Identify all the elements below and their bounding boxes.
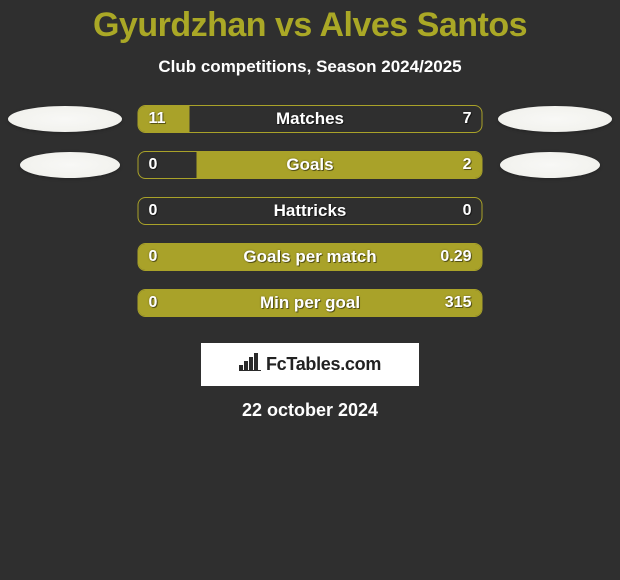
stat-rows: Matches117Goals02Hattricks00Goals per ma… — [0, 105, 620, 335]
stat-label: Hattricks — [274, 201, 347, 221]
stat-row: Min per goal 0 315 — [0, 289, 620, 335]
stat-value-left: 0 — [149, 248, 158, 266]
stat-bar: Min per goal 0 315 — [138, 289, 483, 317]
stat-row: Hattricks 0 0 — [0, 197, 620, 243]
stat-value-right: 2 — [463, 156, 472, 174]
stat-value-right: 0.29 — [440, 248, 471, 266]
stat-label: Min per goal — [260, 293, 360, 313]
stat-value-right: 0 — [463, 202, 472, 220]
page-title: Gyurdzhan vs Alves Santos — [0, 6, 620, 45]
bars-icon — [239, 352, 261, 377]
player-ellipse-left — [8, 106, 122, 132]
stat-bar: Goals per match 0 0.29 — [138, 243, 483, 271]
stat-label: Matches — [276, 109, 344, 129]
stat-value-left: 11 — [149, 110, 166, 128]
player-ellipse-right — [500, 152, 600, 178]
player-ellipse-right — [498, 106, 612, 132]
stat-bar-right-fill — [197, 152, 482, 178]
player-ellipse-left — [20, 152, 120, 178]
stat-value-right: 7 — [463, 110, 472, 128]
stat-label: Goals — [286, 155, 333, 175]
stat-bar: Matches 11 7 — [138, 105, 483, 133]
stat-value-left: 0 — [149, 294, 158, 312]
stat-bar: Goals 0 2 — [138, 151, 483, 179]
logo-text: FcTables.com — [266, 354, 381, 375]
stat-row: Goals 0 2 — [0, 151, 620, 197]
stat-label: Goals per match — [243, 247, 376, 267]
stat-value-left: 0 — [149, 202, 158, 220]
stat-row: Matches 11 7 — [0, 105, 620, 151]
stat-bar: Hattricks 0 0 — [138, 197, 483, 225]
logo-box: FcTables.com — [201, 343, 419, 386]
stat-value-left: 0 — [149, 156, 158, 174]
stat-value-right: 315 — [445, 294, 472, 312]
page-subtitle: Club competitions, Season 2024/2025 — [0, 57, 620, 77]
stat-row: Goals per match 0 0.29 — [0, 243, 620, 289]
date-text: 22 october 2024 — [0, 400, 620, 421]
